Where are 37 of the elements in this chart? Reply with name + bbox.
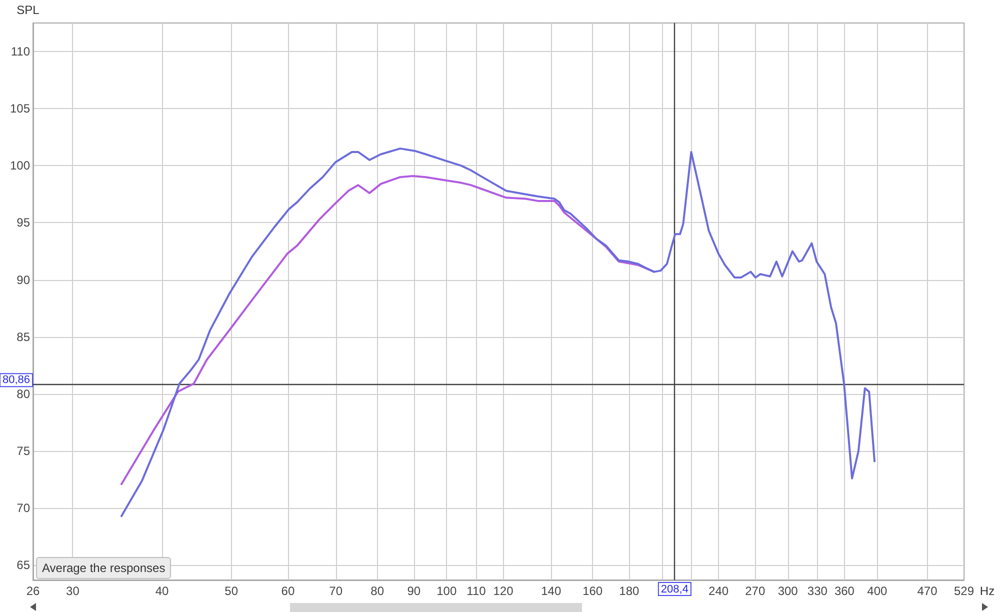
x-tick-label: 400	[867, 584, 888, 598]
x-axis-title: Hz	[980, 584, 995, 598]
x-tick-label: 120	[493, 584, 514, 598]
button[interactable]: Average the responses	[36, 557, 172, 579]
x-tick-label: 110	[466, 584, 486, 598]
x-tick-label: 50	[224, 584, 238, 598]
y-tick-label: 95	[16, 216, 30, 230]
x-tick-label: 40	[155, 584, 170, 598]
x-tick-label: 90	[407, 584, 421, 598]
x-tick-label: 300	[778, 584, 798, 598]
x-tick-label: 360	[834, 584, 855, 598]
y-tick-label: 100	[10, 158, 30, 173]
x-tick-label: 330	[807, 584, 828, 598]
ref-line-label: 208,4	[660, 584, 688, 596]
y-tick-label: 70	[16, 501, 30, 516]
y-tick-label: 85	[16, 330, 30, 344]
x-tick-label: 70	[329, 584, 343, 598]
y-tick-label: 65	[16, 558, 30, 572]
y-axis-title: SPL	[16, 3, 40, 17]
x-tick-label: 470	[917, 584, 938, 598]
x-tick-label: 30	[66, 584, 80, 598]
x-tick-label: 80	[370, 584, 384, 598]
x-tick-label: 100	[436, 584, 457, 598]
x-tick-label: 240	[708, 584, 729, 598]
y-tick-label: 110	[10, 44, 30, 59]
y-tick-label: 80	[16, 386, 30, 401]
x-tick-label: 26	[26, 584, 40, 598]
x-tick-label: 270	[745, 584, 766, 598]
x-tick-label: 180	[619, 584, 640, 598]
x-tick-label: 529	[954, 584, 974, 598]
x-tick-label: 140	[541, 584, 562, 598]
x-tick-label: 60	[281, 584, 295, 598]
x-tick-label: 160	[582, 584, 603, 598]
y-tick-label: 75	[16, 444, 30, 458]
ref-line-label: 80,86	[2, 374, 30, 386]
y-tick-label: 90	[16, 272, 30, 287]
y-tick-label: 105	[10, 102, 30, 116]
